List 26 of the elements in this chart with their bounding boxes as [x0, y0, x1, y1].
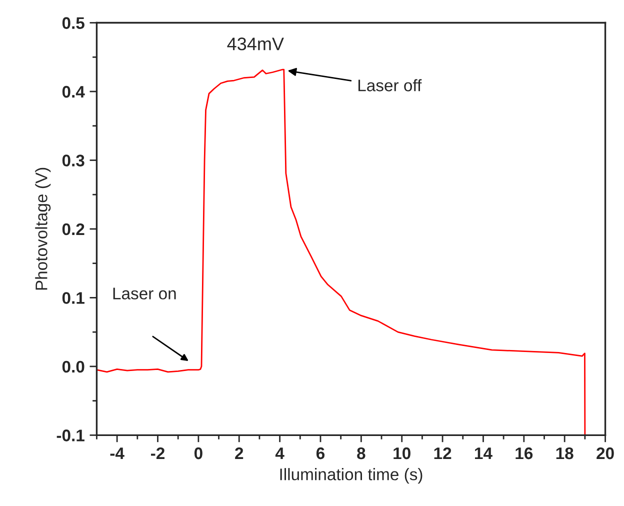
x-tick-label: -2: [150, 447, 164, 460]
y-tick-label: 0.2: [62, 223, 84, 236]
annotation: Laser on: [113, 288, 176, 300]
x-tick-label: 14: [475, 448, 492, 460]
x-tick-label: 16: [516, 447, 533, 460]
annotation: 434mV: [227, 38, 284, 50]
y-tick-label: -0.1: [56, 430, 84, 442]
y-tick-label: 0.5: [62, 17, 84, 29]
x-axis-title: Illumination time (s): [280, 468, 422, 484]
x-tick-label: 12: [434, 447, 452, 460]
y-tick-label: 0.0: [62, 360, 84, 373]
x-tick-label: 8: [357, 447, 366, 460]
x-tick-label: 6: [316, 447, 325, 460]
annotation: Laser off: [358, 79, 422, 92]
x-tick-label: 10: [394, 447, 410, 460]
y-axis-title: Photovoltage (V): [35, 168, 51, 290]
line-series: [96, 68, 586, 436]
x-tick-label: 4: [275, 448, 284, 460]
x-tick-label: 18: [556, 447, 574, 460]
y-tick-label: 0.3: [62, 154, 84, 166]
y-tick-label: 0.1: [62, 292, 84, 304]
y-tick-label: 0.4: [62, 86, 85, 98]
x-tick-label: 2: [235, 447, 244, 460]
x-tick-label: 0: [194, 447, 202, 460]
x-tick-label: 20: [596, 447, 614, 460]
x-tick-label: -4: [110, 448, 124, 460]
